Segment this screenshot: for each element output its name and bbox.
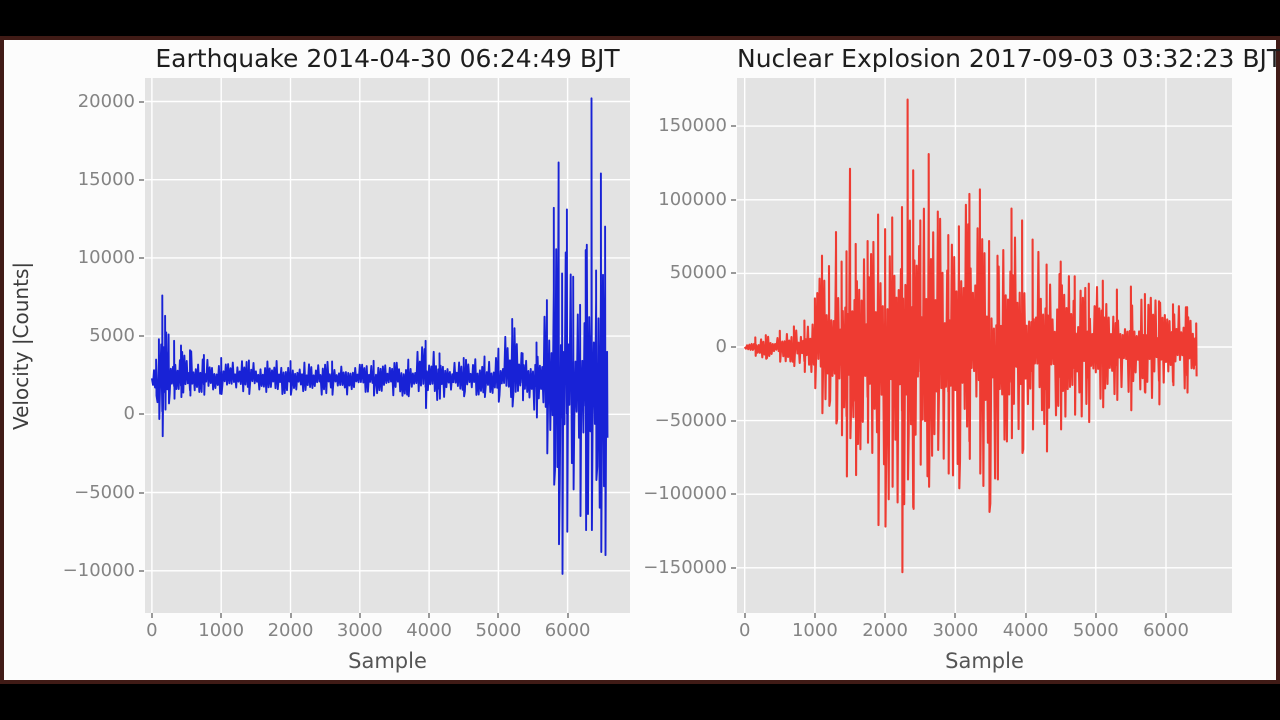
y-tick-label: 15000 xyxy=(77,168,135,190)
y-tick-mark xyxy=(139,335,144,338)
y-tick-label: −150000 xyxy=(643,556,727,578)
nuclear-title: Nuclear Explosion 2017-09-03 03:32:23 BJ… xyxy=(737,44,1280,73)
y-tick-label: −10000 xyxy=(62,559,135,581)
y-tick-label: 0 xyxy=(123,403,135,425)
x-tick-label: 1000 xyxy=(791,620,838,641)
y-tick-mark xyxy=(731,198,736,201)
y-tick-mark xyxy=(139,178,144,181)
y-tick-label: 150000 xyxy=(658,115,727,137)
y-tick-label: −100000 xyxy=(643,483,727,505)
x-tick-label: 6000 xyxy=(544,620,591,641)
y-tick-mark xyxy=(139,569,144,572)
y-tick-label: 0 xyxy=(715,336,727,357)
x-tick-mark xyxy=(428,613,431,618)
y-tick-label: 50000 xyxy=(669,262,727,284)
y-tick-mark xyxy=(731,272,736,275)
x-tick-mark xyxy=(743,613,746,618)
y-tick-label: −5000 xyxy=(74,481,135,503)
nuclear-x-axis-label: Sample xyxy=(945,649,1024,673)
y-tick-label: 20000 xyxy=(77,90,135,112)
x-tick-label: 3000 xyxy=(932,620,979,641)
y-tick-mark xyxy=(731,346,736,348)
y-tick-label: 10000 xyxy=(77,246,135,268)
x-tick-mark xyxy=(1024,613,1027,618)
letterbox-top xyxy=(0,0,1280,36)
y-tick-label: 5000 xyxy=(89,325,135,347)
x-tick-mark xyxy=(220,613,223,618)
subplot-earthquake: Earthquake 2014-04-30 06:24:49 BJT Veloc… xyxy=(0,36,1280,684)
letterbox-bottom xyxy=(0,684,1280,720)
x-tick-mark xyxy=(358,613,361,618)
y-tick-mark xyxy=(731,419,736,422)
x-tick-mark xyxy=(289,613,292,618)
x-tick-label: 4000 xyxy=(1002,620,1049,641)
x-tick-mark xyxy=(1165,613,1167,618)
x-tick-label: 0 xyxy=(738,620,751,641)
x-tick-mark xyxy=(150,613,153,618)
x-tick-mark xyxy=(1094,613,1097,618)
earthquake-title: Earthquake 2014-04-30 06:24:49 BJT xyxy=(155,44,620,73)
x-tick-mark xyxy=(884,613,887,618)
y-tick-mark xyxy=(731,566,736,569)
earthquake-x-axis-label: Sample xyxy=(348,649,427,673)
x-tick-mark xyxy=(813,613,816,618)
earthquake-plot-canvas xyxy=(145,78,630,613)
x-tick-label: 0 xyxy=(146,620,158,641)
y-tick-mark xyxy=(139,256,144,259)
x-tick-label: 6000 xyxy=(1143,620,1189,641)
x-tick-label: 5000 xyxy=(1072,620,1119,641)
subplot-nuclear-explosion: Nuclear Explosion 2017-09-03 03:32:23 BJ… xyxy=(0,36,1280,684)
y-tick-mark xyxy=(139,491,144,494)
x-tick-mark xyxy=(566,613,569,618)
nuclear-waveform xyxy=(743,98,1198,574)
y-tick-label: −50000 xyxy=(654,409,727,431)
x-tick-label: 4000 xyxy=(406,620,452,641)
y-tick-mark xyxy=(731,125,736,128)
x-tick-label: 2000 xyxy=(267,620,314,641)
nuclear-plot-canvas xyxy=(737,78,1232,613)
x-tick-label: 1000 xyxy=(198,620,245,641)
x-tick-label: 5000 xyxy=(475,620,522,641)
earthquake-waveform xyxy=(150,97,609,575)
figure: Earthquake 2014-04-30 06:24:49 BJT Veloc… xyxy=(0,36,1280,684)
y-tick-mark xyxy=(731,493,736,496)
y-tick-label: 100000 xyxy=(658,188,727,210)
x-tick-mark xyxy=(497,613,500,618)
y-tick-mark xyxy=(139,100,144,103)
x-tick-label: 2000 xyxy=(862,620,908,641)
x-tick-mark xyxy=(954,613,957,618)
y-tick-mark xyxy=(139,413,144,416)
x-tick-label: 3000 xyxy=(336,620,383,641)
